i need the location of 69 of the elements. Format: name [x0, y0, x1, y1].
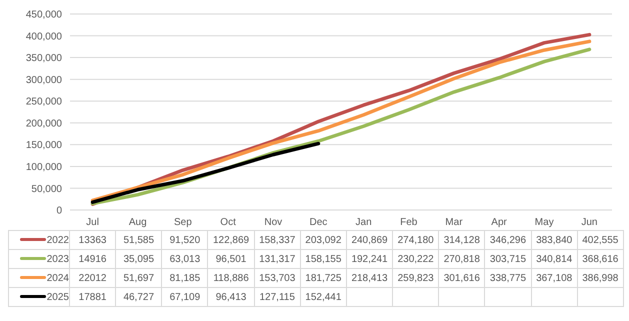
data-label: 240,869: [346, 230, 393, 250]
y-tick-label: 400,000: [26, 31, 62, 42]
data-label: 131,317: [254, 250, 300, 268]
data-label: 13363: [70, 230, 116, 250]
data-label: 152,441: [300, 288, 346, 306]
y-tick-label: 100,000: [26, 162, 62, 173]
data-label: 270,818: [438, 250, 485, 268]
x-tick-label: Apr: [491, 217, 508, 228]
data-label: 51,585: [116, 230, 162, 250]
data-label: 46,727: [116, 288, 162, 306]
data-label: 386,998: [577, 268, 624, 288]
data-label: 22012: [70, 268, 116, 288]
data-label: 340,814: [531, 250, 578, 268]
data-label: 181,725: [300, 268, 346, 288]
y-tick-label: 150,000: [26, 140, 62, 152]
x-tick-label: Sep: [174, 217, 192, 228]
x-tick-label: Jun: [581, 217, 598, 228]
data-label: 367,108: [531, 268, 578, 288]
y-tick-label: 200,000: [26, 118, 62, 130]
data-label: 192,241: [346, 250, 393, 268]
data-label: 274,180: [392, 230, 439, 250]
data-label: 35,095: [116, 250, 162, 268]
legend-label: 2023: [46, 254, 69, 264]
data-label: 368,616: [577, 250, 624, 268]
legend-label: 2022: [46, 234, 69, 246]
y-tick-label: 300,000: [26, 74, 62, 86]
data-label: 153,703: [254, 268, 300, 288]
data-label: 346,296: [484, 230, 532, 250]
x-tick-label: May: [534, 217, 554, 228]
x-tick-label: Oct: [220, 217, 236, 228]
data-label: 303,715: [484, 250, 532, 268]
data-label: 218,413: [346, 268, 393, 288]
x-tick-label: Jan: [356, 217, 372, 228]
legend-label: 2025: [46, 292, 69, 302]
line-series: [90, 142, 320, 204]
data-label: 402,555: [577, 230, 624, 250]
data-label: 158,155: [300, 250, 346, 268]
data-label: 14916: [70, 250, 116, 268]
data-label: 118,886: [208, 268, 254, 288]
y-tick-label: 50,000: [31, 184, 62, 195]
data-label: 51,697: [116, 268, 162, 288]
x-tick-label: Aug: [128, 217, 147, 228]
data-label: 338,775: [484, 268, 532, 288]
data-label: 301,616: [438, 268, 485, 288]
x-tick-label: Nov: [264, 217, 282, 228]
y-tick-label: 450,000: [26, 10, 62, 21]
x-tick-label: Jul: [86, 217, 99, 228]
data-label: 63,013: [162, 250, 208, 268]
data-label: 96,501: [208, 250, 254, 268]
data-label: 314,128: [438, 230, 485, 250]
data-label: 259,823: [392, 268, 439, 288]
data-label: 127,115: [254, 288, 300, 306]
y-tick-label: 0: [56, 206, 62, 217]
data-label: 81,185: [162, 268, 208, 288]
y-tick-label: 250,000: [26, 96, 62, 108]
data-label: 96,413: [208, 288, 254, 306]
data-label: 383,840: [531, 230, 578, 250]
x-tick-label: Feb: [400, 217, 418, 228]
data-label: 17881: [70, 288, 116, 306]
data-label: 122,869: [208, 230, 254, 250]
data-label: 91,520: [162, 230, 208, 250]
data-label: 230,222: [392, 250, 439, 268]
data-label: 203,092: [300, 230, 346, 250]
y-tick-label: 350,000: [26, 53, 62, 64]
legend-label: 2024: [46, 272, 69, 284]
x-tick-label: Mar: [445, 217, 464, 228]
x-tick-label: Dec: [310, 217, 328, 228]
data-label: 67,109: [162, 288, 208, 306]
data-label: 158,337: [254, 230, 300, 250]
